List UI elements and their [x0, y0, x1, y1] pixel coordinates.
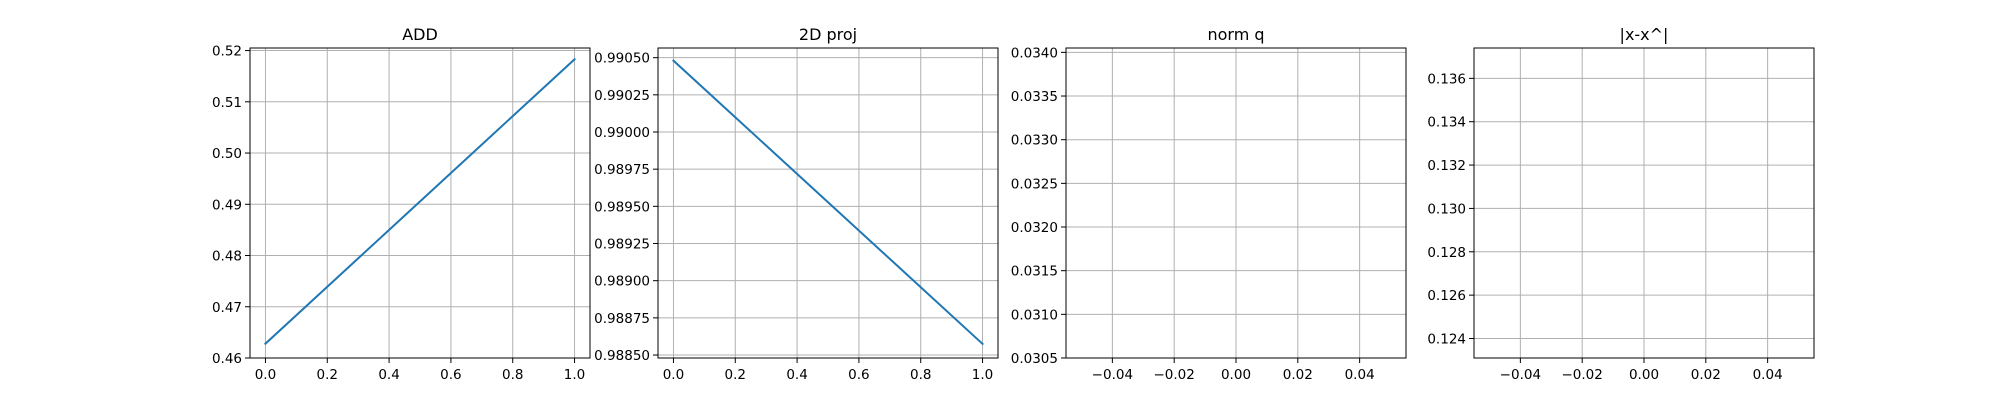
axes-frame: [657, 47, 999, 359]
y-tick-label: 0.124: [1427, 331, 1466, 347]
x-tick-label: −0.02: [1153, 367, 1194, 383]
y-tick-label: 0.99000: [594, 125, 650, 141]
grid: [250, 48, 590, 359]
x-tick-label: 0.4: [786, 367, 807, 383]
grid: [658, 48, 998, 358]
y-tick-label: 0.98850: [594, 348, 650, 364]
x-tick-label: −0.04: [1092, 367, 1133, 383]
subplot-x-error: |x-x^| −0.04 −0.02 0.00 0.02 0.04 0.124 0.126 0…: [1427, 25, 1815, 383]
x-tick-label: 0.6: [848, 367, 869, 383]
ticks: −0.04 −0.02 0.00 0.02 0.04 0.0305 0.0310 0.0315…: [1011, 45, 1375, 383]
y-tick-label: 0.98875: [594, 311, 650, 327]
x-tick-label: 0.04: [1345, 367, 1375, 383]
x-tick-label: 0.02: [1283, 367, 1313, 383]
x-tick-label: 0.6: [440, 367, 461, 383]
y-tick-label: 0.98950: [594, 199, 650, 215]
x-tick-label: 0.0: [255, 367, 276, 383]
x-tick-label: 0.8: [910, 367, 931, 383]
subplot-title: norm q: [1207, 25, 1264, 44]
axes-frame: [1065, 47, 1407, 359]
y-tick-label: 0.98975: [594, 162, 650, 178]
y-tick-label: 0.0340: [1011, 45, 1058, 61]
y-tick-label: 0.0315: [1011, 264, 1058, 280]
x-tick-label: 0.00: [1221, 367, 1251, 383]
x-tick-label: −0.02: [1561, 367, 1602, 383]
y-tick-label: 0.98900: [594, 274, 650, 290]
y-tick-label: 0.126: [1427, 288, 1466, 304]
y-tick-label: 0.0310: [1011, 307, 1058, 323]
y-tick-label: 0.0325: [1011, 176, 1058, 192]
axes-frame: [1473, 47, 1815, 359]
ticks: −0.04 −0.02 0.00 0.02 0.04 0.124 0.126 0.128 0.1…: [1427, 71, 1782, 383]
x-tick-label: 1.0: [564, 367, 585, 383]
subplot-title: ADD: [402, 25, 438, 44]
y-tick-label: 0.132: [1427, 158, 1466, 174]
x-tick-label: 0.8: [502, 367, 523, 383]
y-tick-label: 0.50: [212, 146, 242, 162]
x-tick-label: −0.04: [1500, 367, 1541, 383]
subplot-title: |x-x^|: [1620, 25, 1669, 44]
y-tick-label: 0.51: [212, 95, 242, 111]
y-tick-label: 0.48: [212, 249, 242, 265]
y-tick-label: 0.0335: [1011, 89, 1058, 105]
series: [672, 59, 984, 346]
y-tick-label: 0.134: [1427, 115, 1466, 131]
x-tick-label: 0.2: [317, 367, 338, 383]
x-tick-label: 0.02: [1691, 367, 1721, 383]
ticks: 0.0 0.2 0.4 0.6 0.8 1.0 0.98850 0.98875 0.98900 0…: [594, 51, 993, 383]
y-tick-label: 0.46: [212, 351, 242, 367]
y-tick-label: 0.0320: [1011, 220, 1058, 236]
y-tick-label: 0.99050: [594, 51, 650, 67]
grid: [1474, 48, 1814, 358]
series-line: [264, 57, 576, 346]
x-tick-label: 1.0: [972, 367, 993, 383]
y-tick-label: 0.128: [1427, 245, 1466, 261]
grid: [1066, 48, 1406, 359]
y-tick-label: 0.0330: [1011, 133, 1058, 149]
x-tick-label: 0.4: [378, 367, 399, 383]
x-tick-label: 0.2: [725, 367, 746, 383]
subplot-title: 2D proj: [799, 25, 857, 44]
y-tick-label: 0.98925: [594, 237, 650, 253]
y-tick-label: 0.0305: [1011, 351, 1058, 367]
y-tick-label: 0.52: [212, 44, 242, 60]
subplot-add: ADD 0.0 0.2 0.4 0.6 0.8 1.00.460.470.480.490.…: [212, 25, 591, 383]
y-tick-label: 0.99025: [594, 88, 650, 104]
x-tick-label: 0.04: [1753, 367, 1783, 383]
y-tick-label: 0.49: [212, 197, 242, 213]
x-tick-label: 0.00: [1629, 367, 1659, 383]
axes-frame: [249, 47, 591, 359]
series: [264, 57, 576, 346]
y-tick-label: 0.136: [1427, 71, 1466, 87]
series-line: [672, 59, 984, 346]
x-tick-label: 0.0: [663, 367, 684, 383]
subplot-norm-q: norm q −0.04 −0.02 0.00 0.02 0.04 0.0305 0.031…: [1011, 25, 1407, 383]
y-tick-label: 0.130: [1427, 201, 1466, 217]
subplot-2d-proj: 2D proj 0.0 0.2 0.4 0.6 0.8 1.0 0.98850 0.98875…: [594, 25, 999, 383]
y-tick-label: 0.47: [212, 300, 242, 316]
ticks: 0.0 0.2 0.4 0.6 0.8 1.0 0.46 0.47 0.48 0.49 0.50 0.…: [212, 44, 585, 383]
